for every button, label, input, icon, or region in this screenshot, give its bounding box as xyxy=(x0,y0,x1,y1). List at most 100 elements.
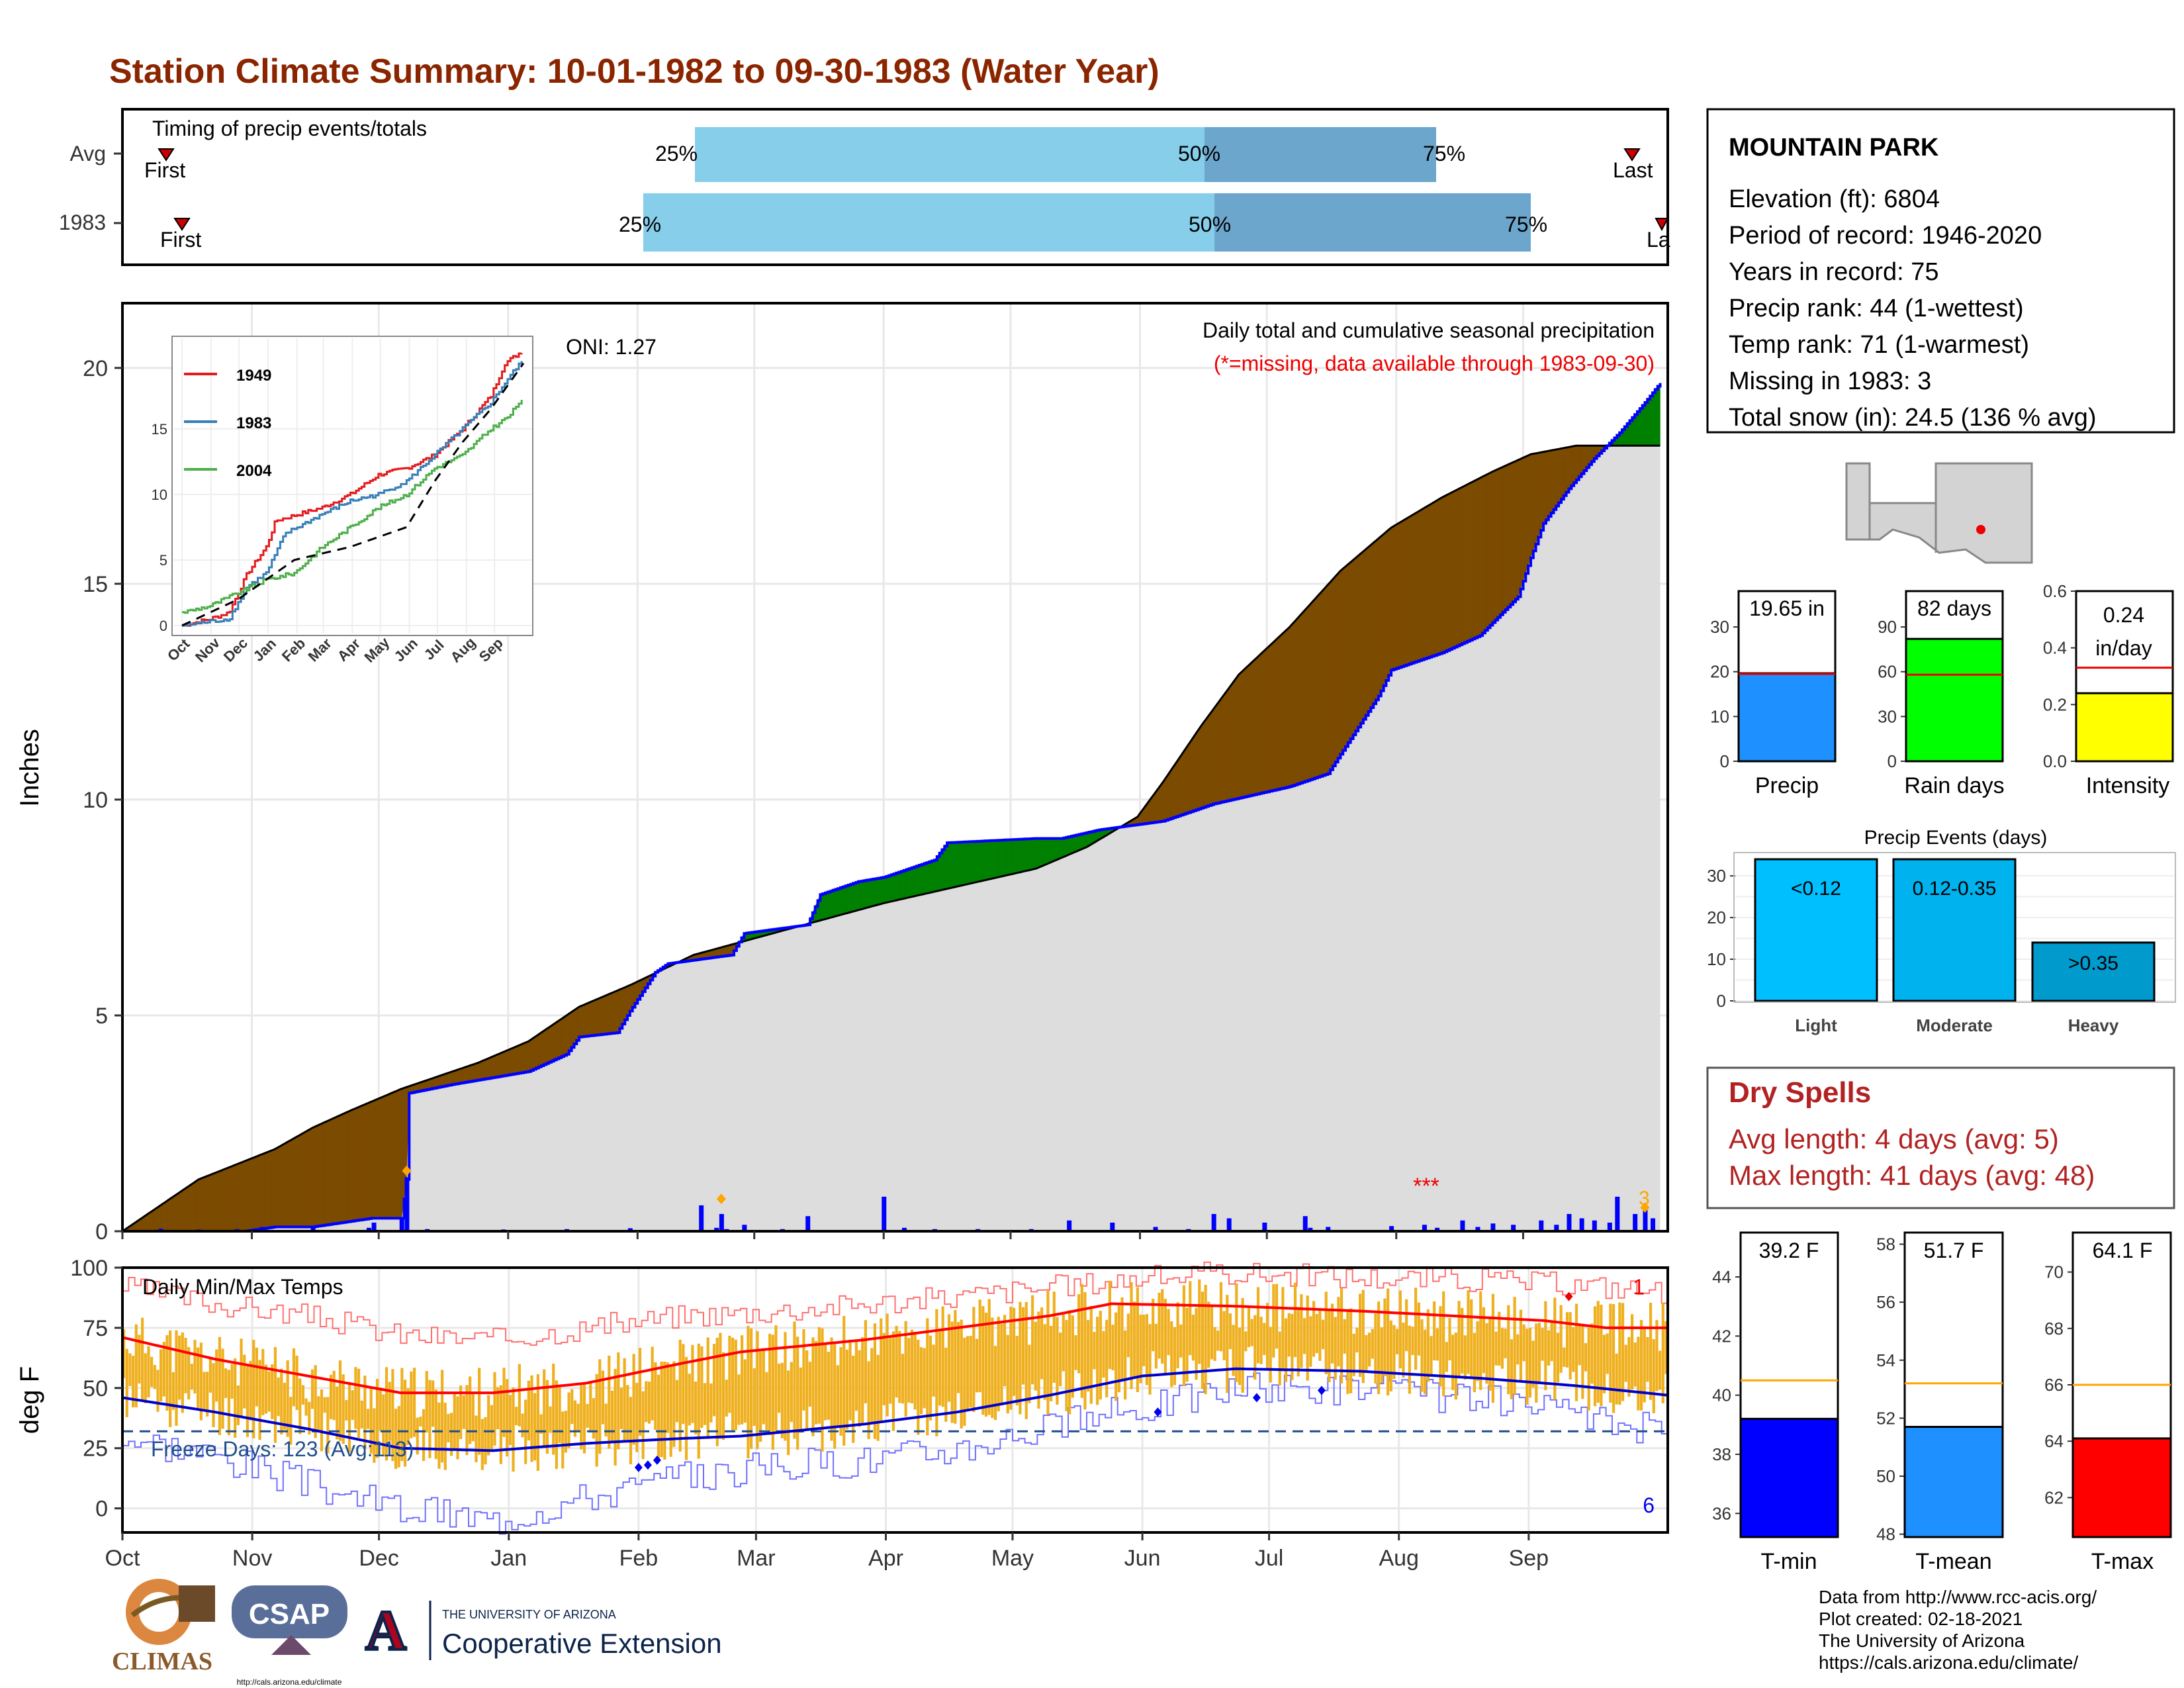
daily-temp-bar xyxy=(190,1364,193,1390)
daily-temp-bar xyxy=(1241,1297,1244,1393)
daily-temp-bar xyxy=(1578,1325,1581,1366)
daily-temp-bar xyxy=(1256,1287,1260,1364)
daily-temp-bar xyxy=(301,1385,305,1405)
daily-temp-bar xyxy=(870,1348,874,1423)
daily-temp-bar xyxy=(1050,1325,1053,1401)
csap-logo-url: http://cals.arizona.edu/climate xyxy=(237,1677,342,1687)
below-avg-segment xyxy=(612,991,615,1034)
temp-panel: 0 25 50 75 100 deg F Daily Min/Max Temps Fre… xyxy=(15,1256,1669,1535)
timing-1983-25: 25% xyxy=(619,212,661,236)
daily-precip-bar xyxy=(399,1218,404,1231)
below-avg-segment xyxy=(292,1137,295,1227)
mini-y-tick-label: 70 xyxy=(2044,1262,2064,1282)
record-low-marker xyxy=(1317,1385,1326,1395)
daily-temp-bar xyxy=(187,1347,191,1400)
daily-temp-bar xyxy=(1569,1312,1572,1380)
daily-temp-bar xyxy=(598,1359,602,1454)
daily-temp-bar xyxy=(175,1330,178,1426)
above-avg-segment xyxy=(975,841,978,883)
below-avg-segment xyxy=(1561,447,1565,500)
precip-value-label: 19.65 in xyxy=(1749,596,1825,620)
station-line-years: Years in record: 75 xyxy=(1729,258,1939,286)
daily-temp-bar xyxy=(1136,1287,1139,1393)
daily-temp-bar xyxy=(203,1372,206,1411)
daily-temp-bar xyxy=(1606,1333,1609,1374)
station-info-box: MOUNTAIN PARK Elevation (ft): 6804 Perio… xyxy=(1706,108,2175,434)
avg-cumulative-line xyxy=(122,444,1661,1233)
daily-temp-bar xyxy=(1226,1295,1229,1393)
below-avg-segment xyxy=(246,1158,250,1231)
daily-temp-bar xyxy=(308,1401,311,1435)
dry-spells-max: Max length: 41 days (avg: 48) xyxy=(1729,1160,2095,1191)
daily-temp-bar xyxy=(508,1395,512,1445)
below-avg-segment xyxy=(1563,447,1567,496)
daily-temp-bar xyxy=(545,1380,549,1454)
daily-temp-bar xyxy=(663,1361,666,1460)
month-tick-label: Sep xyxy=(1509,1546,1549,1571)
above-avg-segment xyxy=(929,861,933,894)
daily-temp-bar xyxy=(1099,1311,1102,1400)
daily-temp-bar xyxy=(1145,1314,1148,1385)
below-avg-segment xyxy=(1165,774,1168,821)
below-avg-segment xyxy=(300,1133,303,1227)
daily-temp-bar xyxy=(178,1335,181,1400)
below-avg-segment xyxy=(1551,449,1554,514)
below-avg-segment xyxy=(297,1134,300,1227)
timing-label: Timing of precip events/totals xyxy=(152,117,427,140)
daily-temp-bar xyxy=(1630,1314,1634,1390)
daily-temp-bar xyxy=(419,1417,422,1427)
above-avg-segment xyxy=(840,886,844,915)
below-avg-segment xyxy=(363,1103,367,1220)
daily-temp-bar xyxy=(567,1392,570,1448)
above-avg-segment xyxy=(825,892,829,919)
mini-precip-chart: 0 10 20 30 xyxy=(1710,590,1837,771)
daily-temp-bar xyxy=(1473,1333,1476,1393)
above-avg-segment xyxy=(946,842,950,889)
below-avg-segment xyxy=(556,1020,559,1059)
daily-precip-bar xyxy=(714,1227,719,1231)
daily-temp-bar xyxy=(434,1389,437,1460)
below-avg-segment xyxy=(1322,587,1326,776)
daily-temp-bar xyxy=(728,1335,731,1413)
below-avg-segment xyxy=(1203,718,1206,808)
below-avg-segment xyxy=(1398,521,1402,668)
below-avg-segment xyxy=(261,1152,265,1229)
daily-temp-bar xyxy=(1387,1288,1390,1396)
daily-temp-bar xyxy=(815,1340,818,1425)
daily-temp-bar xyxy=(589,1381,592,1433)
below-avg-segment xyxy=(1193,733,1197,812)
timing-row-avg-label: Avg xyxy=(69,142,106,165)
daily-temp-bar xyxy=(741,1335,744,1425)
below-avg-segment xyxy=(277,1146,280,1227)
daily-temp-bar xyxy=(1424,1329,1427,1395)
below-avg-segment xyxy=(251,1156,255,1231)
month-tick-label: Apr xyxy=(868,1546,903,1571)
daily-temp-bar xyxy=(817,1327,821,1424)
daily-temp-bar xyxy=(1572,1327,1575,1372)
above-avg-segment xyxy=(835,888,839,917)
daily-temp-bar xyxy=(280,1368,283,1434)
below-avg-segment xyxy=(462,1066,465,1083)
daily-temp-bar xyxy=(385,1367,388,1461)
main-y-tick-label: 15 xyxy=(83,572,108,597)
station-line-period: Period of record: 1946-2020 xyxy=(1729,222,2042,250)
daily-temp-bar xyxy=(1302,1318,1306,1354)
below-avg-segment xyxy=(1447,493,1450,651)
daily-temp-bar xyxy=(969,1335,972,1408)
daily-temp-bar xyxy=(1235,1283,1238,1382)
daily-temp-bar xyxy=(975,1338,979,1393)
daily-temp-bar xyxy=(304,1398,308,1416)
below-avg-segment xyxy=(523,1042,526,1073)
daily-temp-bar xyxy=(1272,1284,1275,1358)
daily-temp-bar xyxy=(833,1341,837,1449)
below-avg-segment xyxy=(322,1121,326,1226)
daily-precip-bar xyxy=(627,1228,633,1231)
timing-avg-75: 75% xyxy=(1423,142,1465,165)
daily-temp-bar xyxy=(697,1343,700,1459)
daily-temp-bar xyxy=(347,1382,351,1453)
below-avg-segment xyxy=(206,1175,209,1232)
below-avg-segment xyxy=(213,1172,217,1232)
daily-precip-bar xyxy=(1211,1213,1216,1231)
below-avg-segment xyxy=(1185,744,1189,814)
above-avg-segment xyxy=(990,840,993,880)
